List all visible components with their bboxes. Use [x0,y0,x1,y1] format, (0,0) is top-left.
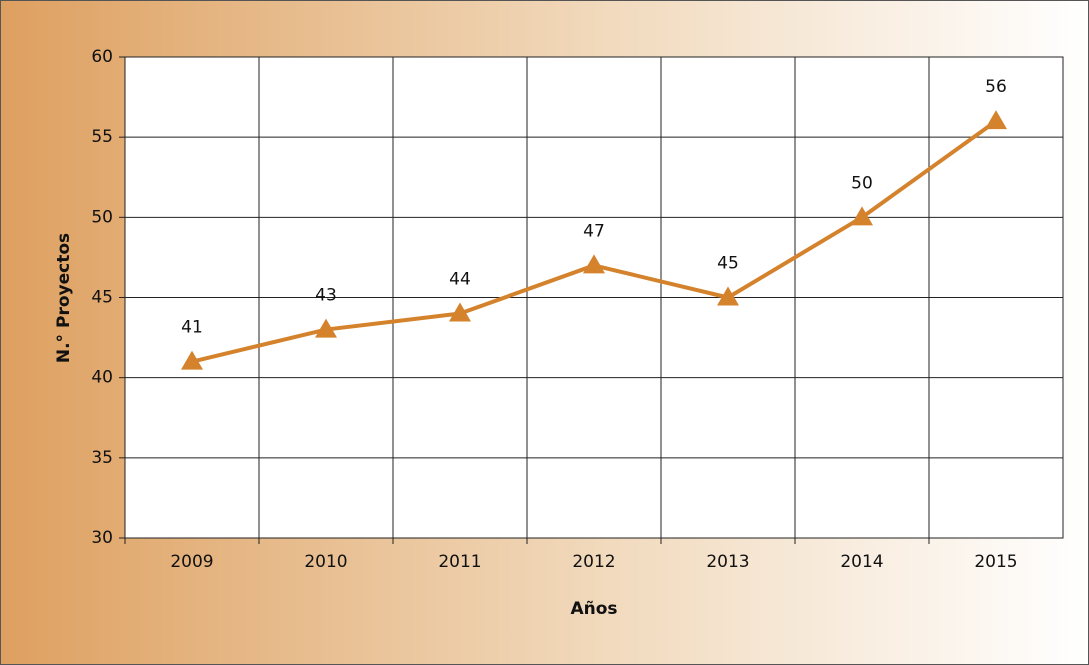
y-tick-label: 45 [91,288,113,308]
x-tick-label: 2011 [438,552,481,572]
marker [315,318,337,338]
x-tick-label: 2013 [706,552,749,572]
x-tick-label: 2010 [304,552,347,572]
y-axis-title: N.° Proyectos [54,233,74,363]
x-tick-label: 2012 [572,552,615,572]
marker [181,350,203,370]
x-tick-label: 2009 [170,552,213,572]
x-axis-title: Años [570,599,617,619]
marker [449,302,471,322]
y-tick-label: 50 [91,207,113,227]
data-label: 44 [449,270,471,290]
x-tick-label: 2014 [840,552,883,572]
data-label: 56 [985,77,1007,97]
x-tick-label: 2015 [974,552,1017,572]
y-tick-label: 55 [91,127,113,147]
marker [851,206,873,226]
y-tick-label: 60 [91,47,113,67]
data-label: 43 [315,286,337,306]
data-label: 47 [583,221,605,241]
data-label: 50 [851,173,873,193]
y-tick-label: 30 [91,528,113,548]
marker [717,286,739,306]
marker [583,254,605,274]
data-label: 41 [181,318,203,338]
y-tick-label: 40 [91,368,113,388]
data-label: 45 [717,254,739,274]
y-tick-label: 35 [91,448,113,468]
marker [985,110,1007,130]
